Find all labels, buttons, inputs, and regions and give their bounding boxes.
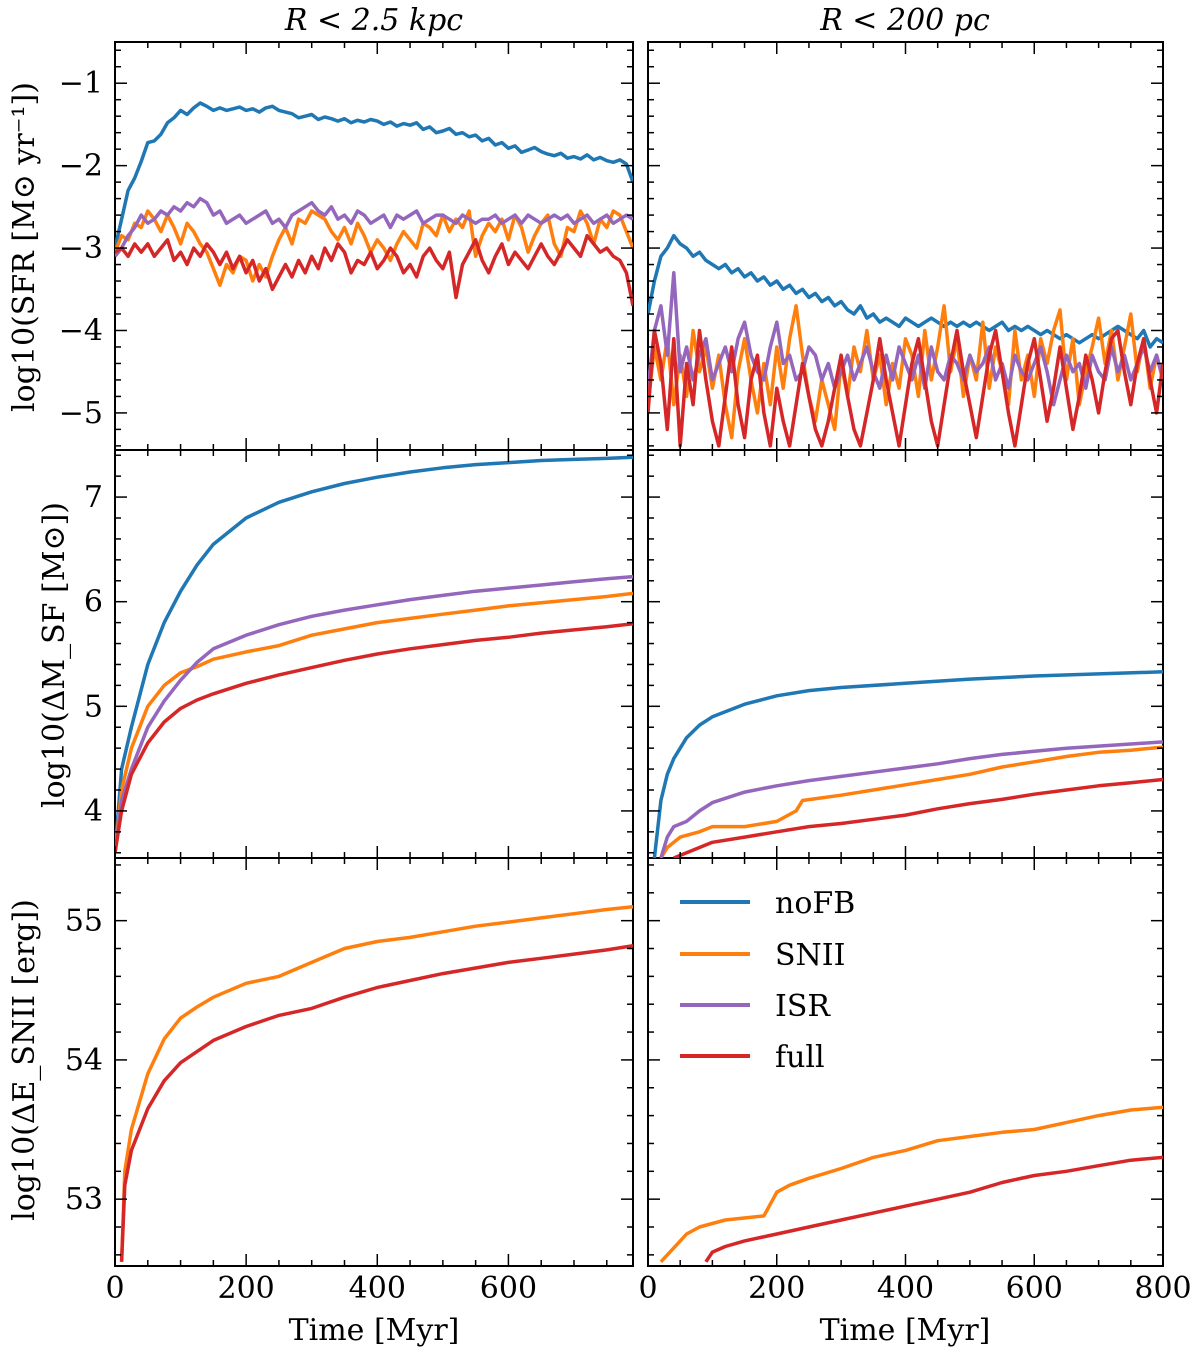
x-axis-label-right: Time [Myr]: [820, 1313, 991, 1348]
series-line-nofb-r1c1: [652, 670, 1163, 858]
panel-frames: [114, 41, 1164, 1267]
y-tick-label: 4: [84, 794, 103, 829]
series-line-isr-r0c0: [115, 196, 633, 258]
series-line-snii-r1c1: [659, 745, 1163, 858]
series-line-full-r2c1: [704, 1155, 1163, 1263]
y-tick-label: −2: [59, 149, 103, 184]
panel-lines-r1c0: [115, 455, 633, 854]
y-tick-label: 53: [65, 1182, 103, 1217]
y-tick-label: 54: [65, 1043, 103, 1078]
series-line-snii-r0c0: [115, 209, 633, 287]
series-line-nofb-r0c0: [115, 101, 633, 249]
legend-label-snii: SNII: [775, 938, 846, 973]
series-line-snii-r2c0: [119, 904, 633, 1262]
y-tick-label: 5: [84, 689, 103, 724]
series-line-nofb-r0c1: [648, 233, 1163, 349]
series-line-full-r2c0: [119, 943, 633, 1262]
x-tick-label: 200: [748, 1271, 805, 1306]
panel-lines-r1c1: [652, 670, 1163, 858]
x-tick-label: 0: [105, 1271, 124, 1306]
column-title-right: R < 200 pc: [819, 3, 990, 38]
x-tick-label: 400: [877, 1271, 934, 1306]
x-tick-label: 200: [218, 1271, 275, 1306]
column-title-left: R < 2.5 kpc: [284, 3, 463, 38]
x-tick-label: 400: [349, 1271, 406, 1306]
y-tick-label: −3: [59, 231, 103, 266]
legend-label-full: full: [775, 1040, 825, 1075]
y-axis-label-sfr: log10(SFR [M⊙ yr⁻¹]): [7, 82, 42, 412]
x-tick-label: 0: [638, 1271, 657, 1306]
y-axis-label-mass: log10(ΔM_SF [M⊙]): [37, 502, 72, 808]
series-line-snii-r0c1: [648, 304, 1163, 440]
y-tick-label: −1: [59, 66, 103, 101]
series-line-full-r0c1: [648, 328, 1163, 448]
panel-lines-r2c0: [119, 904, 633, 1262]
y-tick-label: −5: [59, 396, 103, 431]
x-tick-label: 600: [480, 1271, 537, 1306]
series-line-full-r1c1: [673, 777, 1163, 858]
x-tick-label: 800: [1134, 1271, 1191, 1306]
panel-lines-r2c1: [659, 1105, 1163, 1263]
y-tick-label: −4: [59, 313, 103, 348]
series-line-snii-r2c1: [659, 1105, 1163, 1263]
x-tick-label: 600: [1006, 1271, 1063, 1306]
panel-lines-r0c1: [648, 233, 1163, 448]
panel-frame-r2c0: [114, 857, 634, 1267]
x-axis-label-left: Time [Myr]: [289, 1313, 460, 1348]
y-tick-label: 7: [84, 480, 103, 515]
series-line-full-r0c0: [115, 233, 633, 307]
series-line-snii-r1c0: [115, 591, 633, 853]
series-line-nofb-r1c0: [115, 455, 633, 853]
y-tick-label: 55: [65, 904, 103, 939]
series-line-isr-r1c1: [659, 740, 1163, 858]
y-axis-label-energy: log10(ΔE_SNII [erg]): [7, 899, 42, 1221]
series-line-full-r1c0: [115, 621, 633, 854]
y-tick-label: 6: [84, 585, 103, 620]
legend-label-isr: ISR: [775, 989, 831, 1024]
series-lines: [115, 101, 1163, 1263]
series-line-isr-r1c0: [115, 574, 633, 854]
panel-lines-r0c0: [115, 101, 633, 307]
legend-label-nofb: noFB: [775, 886, 855, 921]
axis-ticks: −5 −4 −3 −2 −1 4 5 6 7 53 54 55 0 200 400 600 0 200 400 600…: [59, 42, 1192, 1306]
legend: noFB SNII ISR full: [680, 886, 855, 1075]
